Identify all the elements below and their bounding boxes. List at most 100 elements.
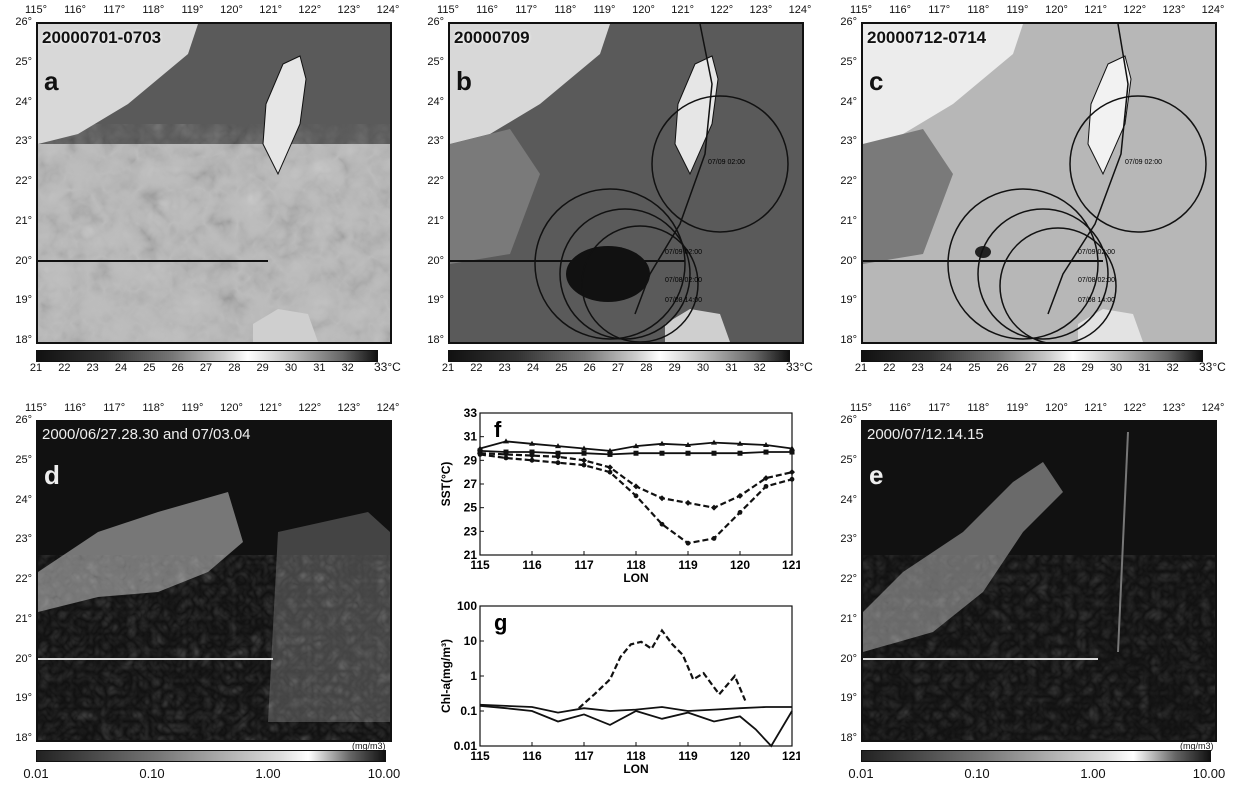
- lat-tick-label: 20°: [427, 254, 444, 267]
- data-point: [581, 445, 587, 451]
- lon-tick-label: 123°: [1162, 4, 1186, 16]
- data-point: [607, 464, 613, 471]
- panel-b: 07/09 02:00 07/09 02:00 07/08 02:00 07/0…: [412, 0, 822, 375]
- data-point: [737, 492, 743, 499]
- lon-tick-label: 115°: [25, 402, 47, 414]
- data-point: [529, 440, 535, 446]
- lon-tick-label: 123°: [1162, 402, 1186, 414]
- panel-letter: g: [494, 610, 507, 635]
- sst-colorbar-tick: 24: [526, 362, 540, 374]
- sst-colorbar: [861, 350, 1203, 362]
- data-point: [763, 475, 769, 482]
- cold-patch: [975, 246, 991, 258]
- colorbar-unit: 33°C: [786, 360, 813, 374]
- data-point: [685, 540, 691, 546]
- cold-eddy: [566, 246, 650, 302]
- data-point: [607, 451, 613, 457]
- lat-tick-label: 20°: [840, 254, 857, 267]
- data-point: [503, 451, 509, 458]
- data-point: [555, 460, 561, 466]
- lat-tick-label: 24°: [427, 95, 444, 108]
- sst-colorbar-tick: 32: [1166, 362, 1179, 374]
- lon-tick-label: 123°: [337, 402, 361, 414]
- lat-tick-label: 22°: [15, 573, 32, 585]
- data-point: [659, 495, 665, 502]
- data-point: [737, 450, 743, 456]
- chl-colorbar-tick: 0.01: [23, 766, 49, 781]
- sst-colorbar-tick: 23: [911, 362, 924, 374]
- sst-colorbar-tick: 29: [1081, 362, 1094, 374]
- lon-tick-label: 119°: [181, 4, 204, 16]
- x-tick-label: 120: [730, 558, 750, 572]
- lon-tick-label: 118°: [967, 4, 990, 16]
- lat-tick-label: 26°: [840, 16, 857, 28]
- track-label: 07/09 02:00: [1078, 249, 1115, 256]
- lat-tick-label: 21°: [840, 612, 857, 625]
- lon-tick-label: 119°: [181, 402, 204, 414]
- lon-tick-label: 122°: [1123, 402, 1147, 414]
- plot-frame: [479, 605, 793, 747]
- data-point: [633, 443, 639, 449]
- sst-transect-chart: 115 116 117 118 119 120 121 21 23 25 27 29 31 33 LON SS…: [440, 406, 800, 585]
- lat-tick-label: 24°: [840, 493, 857, 506]
- lon-tick-label: 121°: [259, 4, 283, 16]
- lon-tick-label: 119°: [1006, 402, 1029, 414]
- sst-colorbar-tick: 27: [199, 362, 213, 374]
- x-tick-label: 116: [522, 749, 542, 763]
- lon-tick-label: 116°: [64, 4, 87, 16]
- sst-colorbar-tick: 28: [228, 362, 241, 374]
- chl-colorbar: [36, 750, 386, 762]
- y-tick-label: 0.01: [454, 739, 478, 753]
- sst-colorbar-tick: 21: [441, 362, 455, 374]
- sst-colorbar-tick: 22: [470, 362, 483, 374]
- data-point: [659, 521, 665, 527]
- panel-letter: a: [44, 66, 59, 96]
- lat-tick-label: 19°: [15, 294, 32, 307]
- lon-tick-label: 119°: [593, 4, 616, 16]
- y-axis-label: SST(°C): [440, 462, 453, 507]
- data-point: [711, 536, 717, 541]
- track-label: 07/09 02:00: [1125, 159, 1162, 166]
- data-point: [789, 445, 795, 451]
- mainland-china: [863, 24, 1023, 144]
- lat-tick-label: 23°: [15, 135, 32, 148]
- lon-tick-label: 121°: [1084, 402, 1108, 414]
- y-tick-label: 25: [464, 501, 478, 515]
- sst-colorbar-tick: 31: [725, 362, 738, 374]
- lat-tick-label: 25°: [840, 55, 857, 68]
- coastal-water: [863, 129, 953, 264]
- x-tick-label: 117: [574, 558, 594, 572]
- lon-tick-label: 118°: [967, 402, 990, 414]
- series-line: [479, 703, 792, 714]
- lat-tick-label: 23°: [15, 533, 32, 546]
- colorbar-unit: 33°C: [374, 360, 401, 374]
- typhoon-track: [1117, 431, 1129, 653]
- typhoon-radius-circle: [1069, 95, 1207, 233]
- lon-tick-label: 121°: [1084, 4, 1108, 16]
- sst-colorbar-tick: 30: [696, 362, 710, 374]
- lat-tick-label: 24°: [15, 95, 32, 108]
- lon-tick-label: 115°: [437, 4, 459, 16]
- data-point: [763, 441, 769, 447]
- date-label: 2000/06/27.28.30 and 07/03.04: [42, 426, 251, 443]
- map-a-svg: [38, 24, 390, 342]
- x-tick-label: 118: [626, 558, 646, 572]
- sst-colorbar-tick: 25: [555, 362, 568, 374]
- map-b-svg: 07/09 02:00 07/09 02:00 07/08 02:00 07/0…: [450, 24, 789, 342]
- lat-tick-label: 22°: [840, 573, 857, 585]
- typhoon-radius-circle: [651, 95, 789, 233]
- chl-colorbar-tick: 1.00: [255, 766, 281, 781]
- sst-colorbar-tick: 25: [143, 362, 156, 374]
- colorbar-unit: 33°C: [1199, 360, 1226, 374]
- data-point: [633, 493, 639, 499]
- chl-colorbar-tick: 1.00: [1080, 766, 1106, 781]
- lon-tick-label: 115°: [850, 4, 872, 16]
- lon-tick-label: 118°: [142, 402, 165, 414]
- data-point: [529, 449, 535, 455]
- data-point: [503, 455, 509, 461]
- luzon-island: [665, 309, 730, 342]
- typhoon-radius-circle: [581, 225, 699, 342]
- lat-tick-label: 22°: [427, 175, 444, 187]
- sst-colorbar-tick: 24: [114, 362, 128, 374]
- lat-tick-label: 22°: [840, 175, 857, 187]
